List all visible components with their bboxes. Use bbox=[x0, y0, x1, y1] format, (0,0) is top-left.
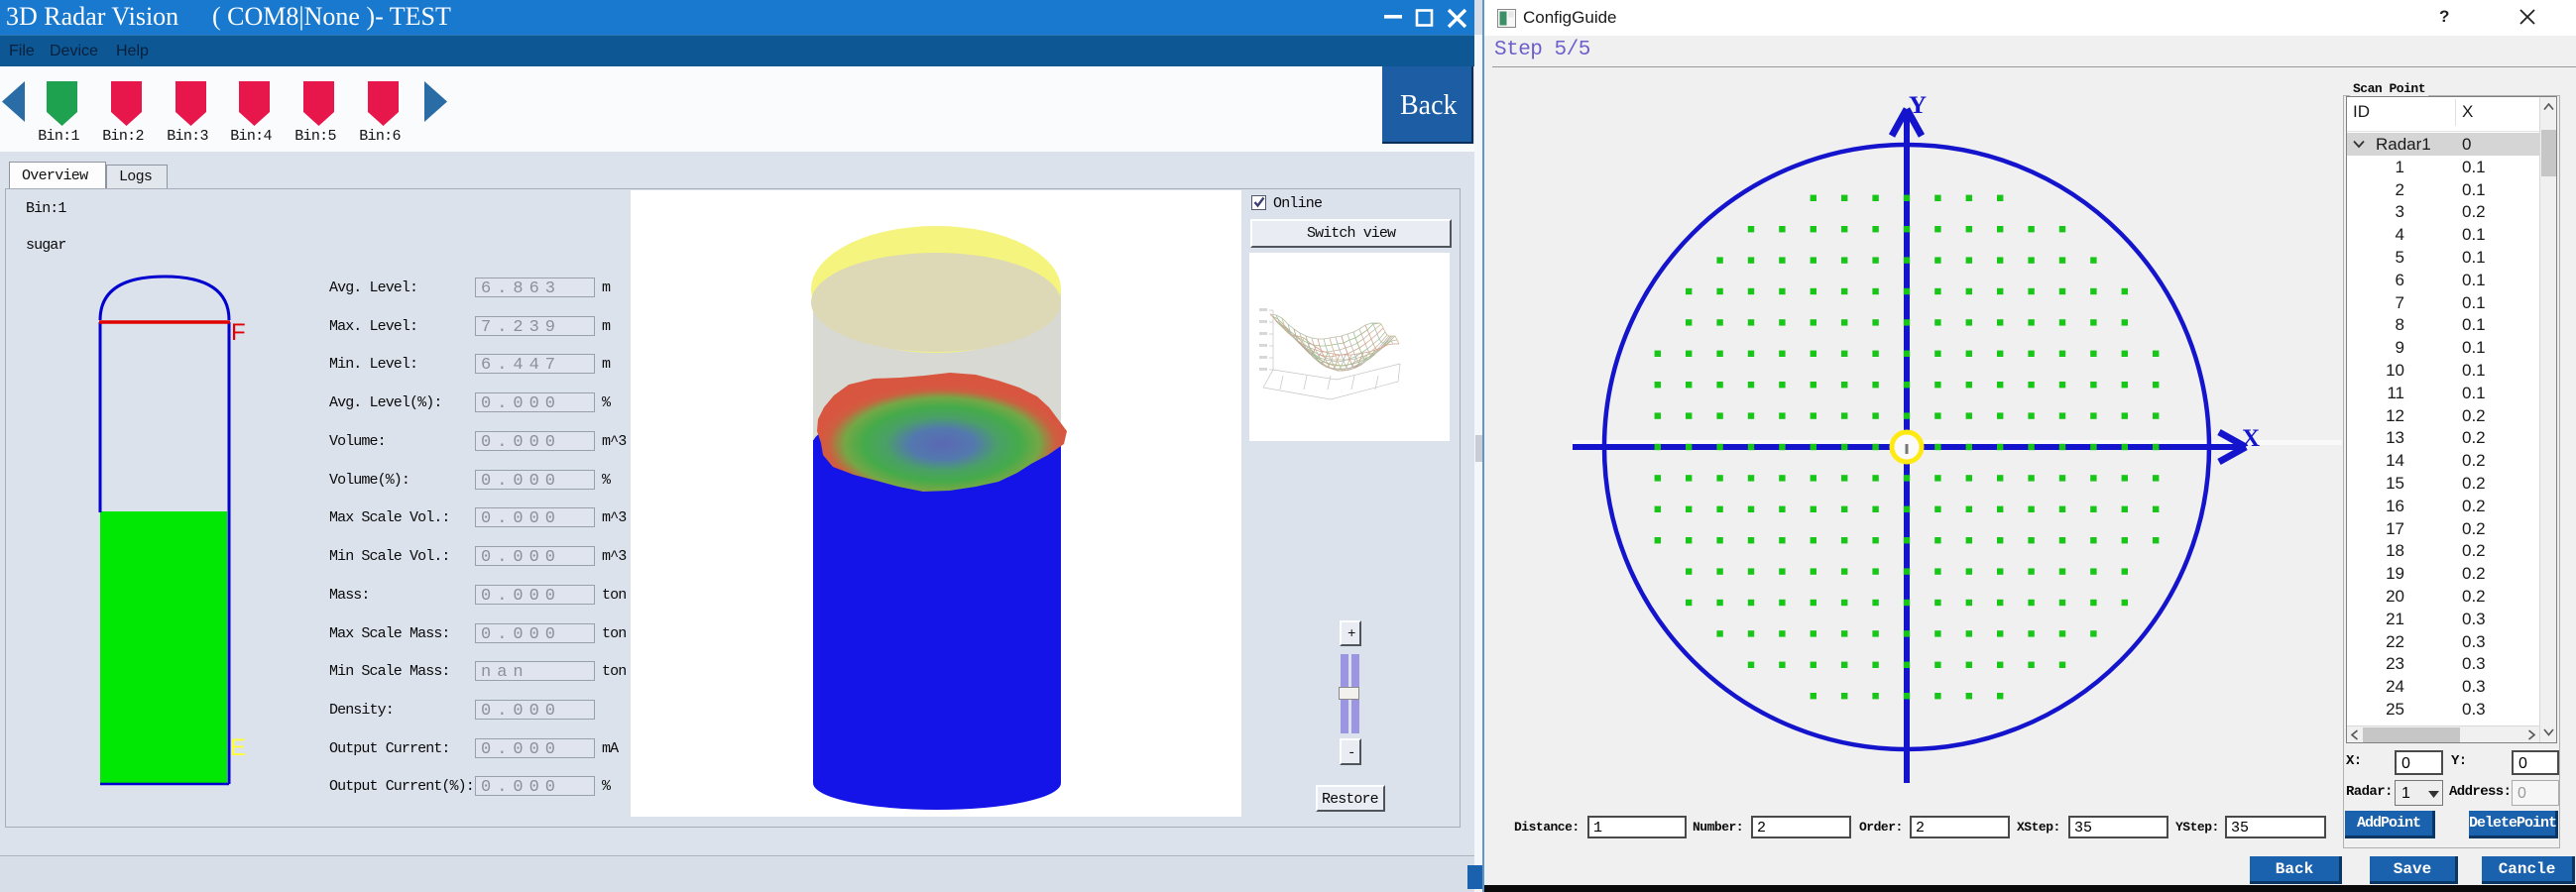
svg-text:Y: Y bbox=[1909, 92, 1927, 119]
svg-text:F: F bbox=[231, 319, 246, 346]
svg-text:X: X bbox=[2242, 425, 2260, 452]
svg-text:E: E bbox=[230, 734, 246, 761]
